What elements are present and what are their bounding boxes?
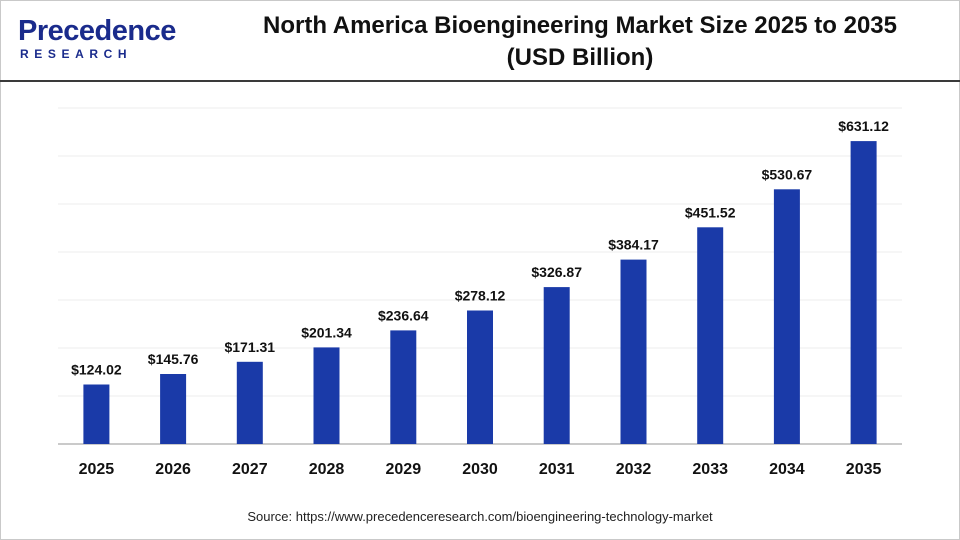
data-label-2025: $124.02 xyxy=(71,362,122,378)
brand-sub: RESEARCH xyxy=(20,47,133,61)
x-tick-label-2034: 2034 xyxy=(769,461,805,478)
data-label-2027: $171.31 xyxy=(224,339,275,355)
data-label-2034: $530.67 xyxy=(762,166,813,182)
chart-title-line1: North America Bioengineering Market Size… xyxy=(263,12,897,39)
bar-2030 xyxy=(467,310,493,444)
bar-2034 xyxy=(773,189,800,444)
data-label-2032: $384.17 xyxy=(608,237,659,253)
bar-2025 xyxy=(83,384,110,444)
chart-title: North America Bioengineering Market Size… xyxy=(200,10,960,74)
x-tick-label-2032: 2032 xyxy=(616,461,652,478)
x-tick-label-2033: 2033 xyxy=(692,461,728,478)
x-tick-label-2031: 2031 xyxy=(539,461,575,478)
bar-2031 xyxy=(543,287,570,444)
brand-name: Precedence xyxy=(18,15,176,47)
x-tick-label-2025: 2025 xyxy=(79,461,115,478)
bar-2026 xyxy=(160,374,187,444)
data-label-2028: $201.34 xyxy=(301,324,352,340)
bar-chart: $124.02 2025 $145.76 2026 $171.31 2027 $201.34… xyxy=(58,107,902,478)
bar-2029 xyxy=(390,330,417,444)
source-note: Source: https://www.precedenceresearch.c… xyxy=(247,509,713,524)
header: Precedence RESEARCH North America Bioeng… xyxy=(0,0,960,82)
data-label-2030: $278.12 xyxy=(455,288,506,304)
x-tick-label-2028: 2028 xyxy=(309,461,345,478)
x-tick-label-2027: 2027 xyxy=(232,461,268,478)
bar-2032 xyxy=(620,259,647,444)
bar-2027 xyxy=(236,361,263,444)
data-label-2033: $451.52 xyxy=(685,204,736,220)
bar-2035 xyxy=(850,141,877,444)
x-tick-label-2026: 2026 xyxy=(155,461,191,478)
x-tick-label-2035: 2035 xyxy=(846,461,882,478)
x-tick-label-2029: 2029 xyxy=(386,461,422,478)
x-tick-label-2030: 2030 xyxy=(462,461,498,478)
bar-2033 xyxy=(697,227,724,444)
brand-logo: Precedence RESEARCH xyxy=(18,14,178,64)
data-label-2029: $236.64 xyxy=(378,307,429,323)
data-label-2026: $145.76 xyxy=(148,351,199,367)
data-label-2035: $631.12 xyxy=(838,118,889,134)
data-label-2031: $326.87 xyxy=(531,264,582,280)
chart-title-line2: (USD Billion) xyxy=(506,44,654,71)
bar-2028 xyxy=(313,347,340,444)
